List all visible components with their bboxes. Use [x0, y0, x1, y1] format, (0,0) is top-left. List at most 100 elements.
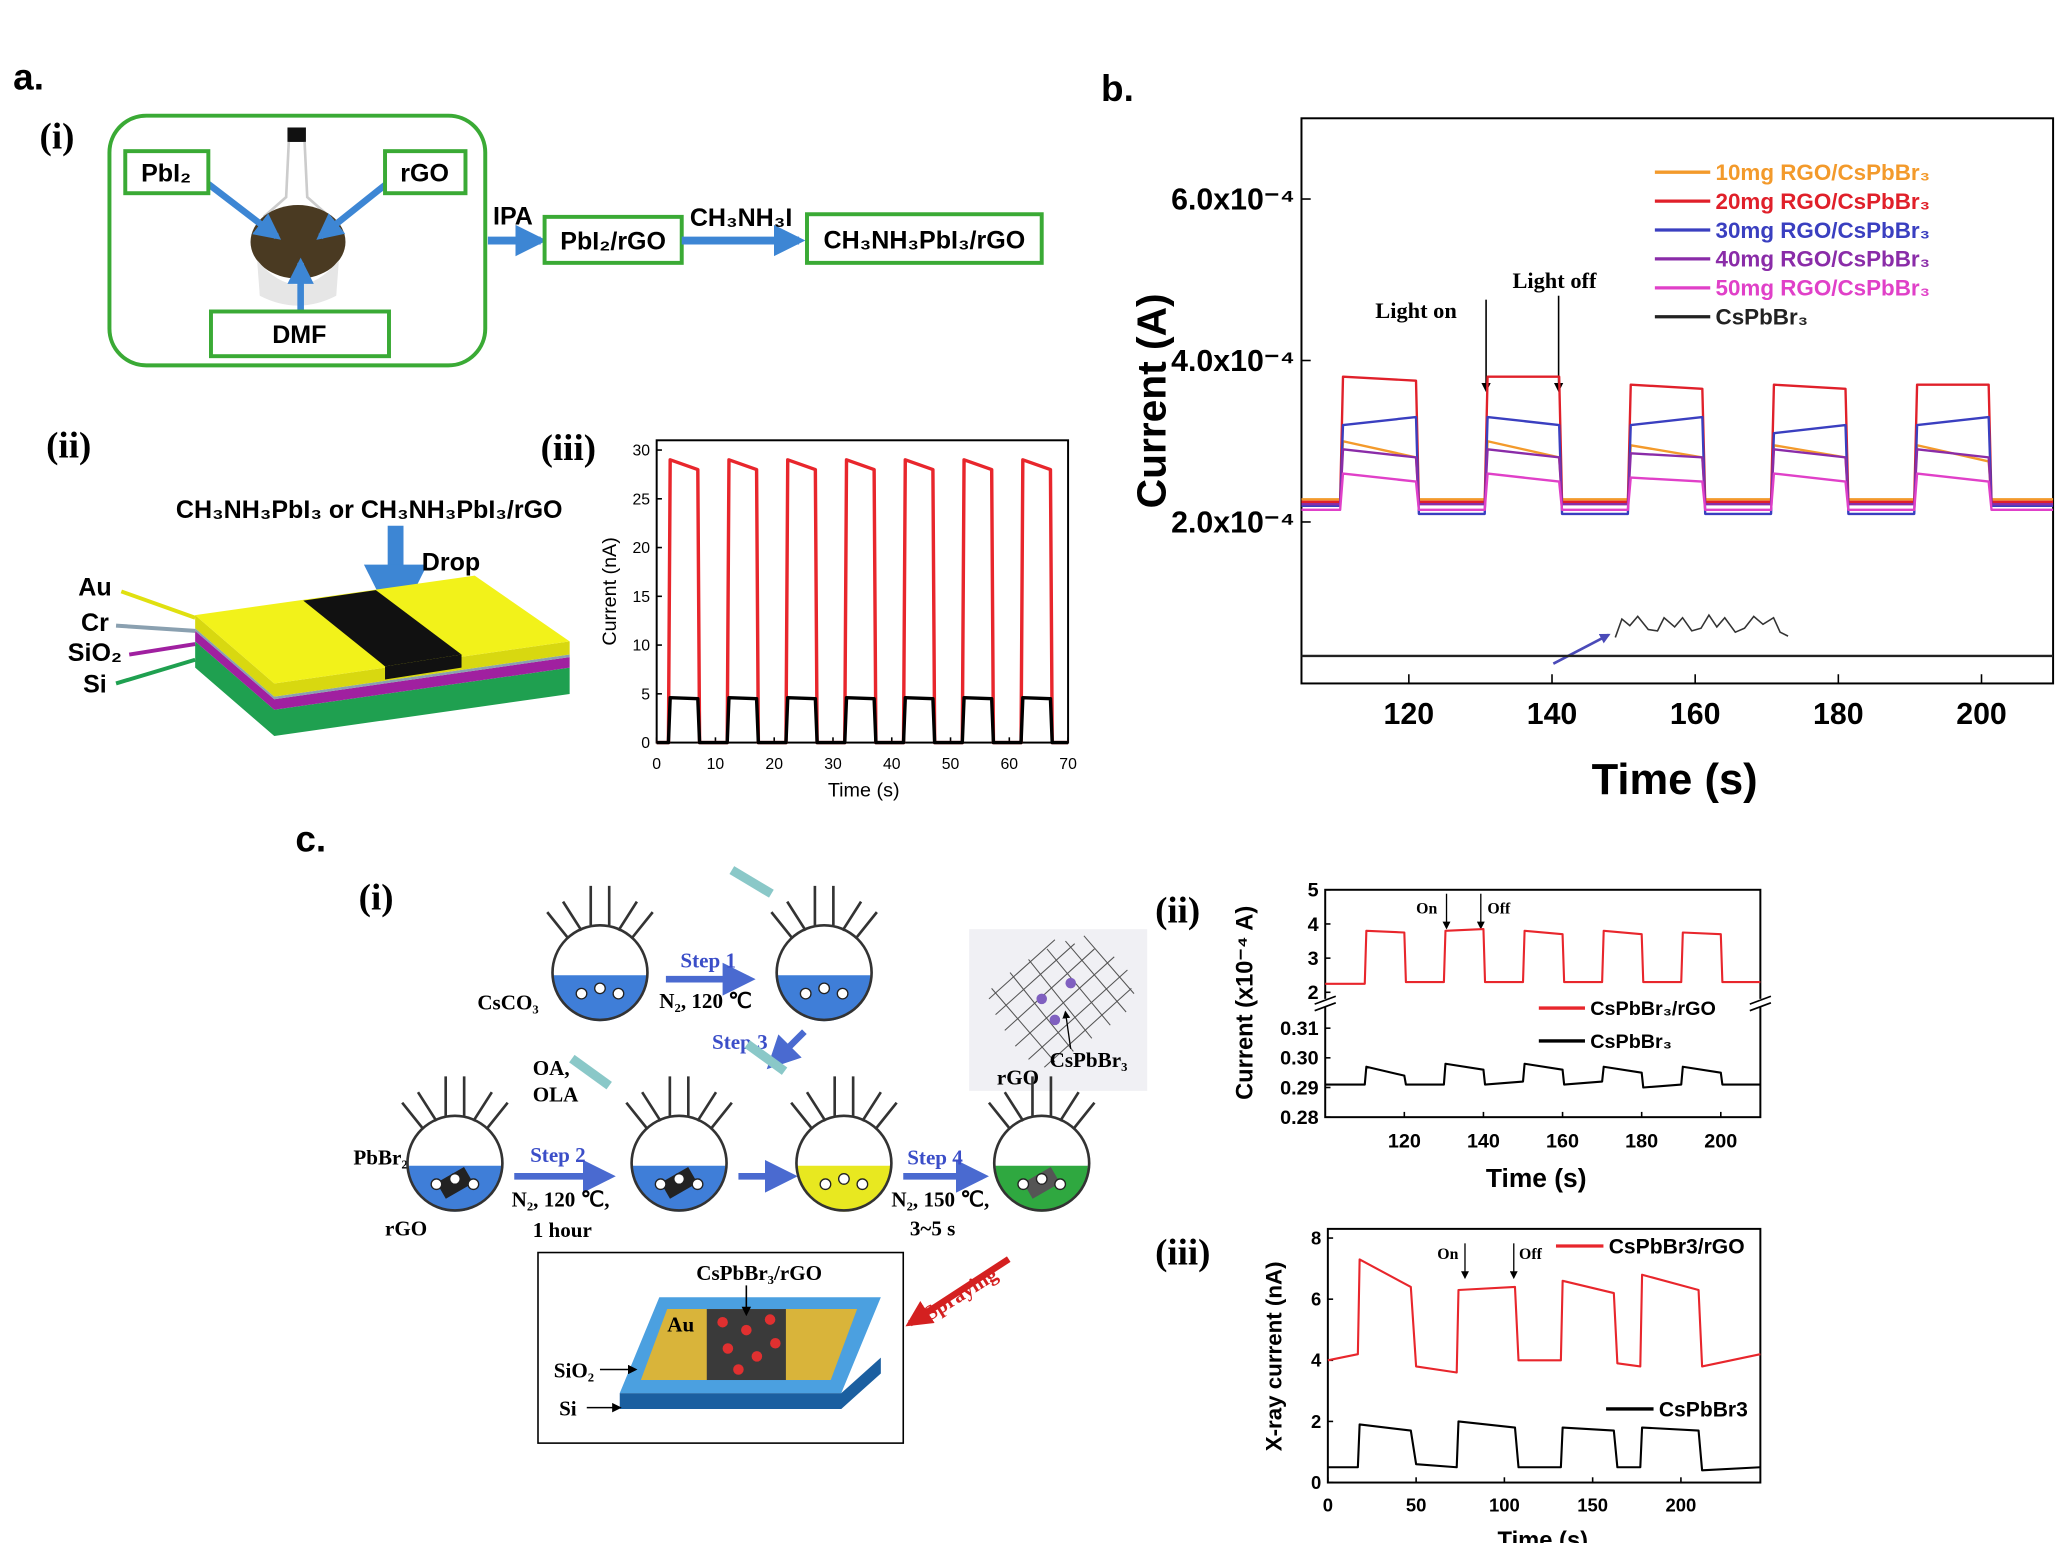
x-tick-label: 180	[1625, 1130, 1658, 1152]
flask-body	[775, 923, 873, 1022]
flask-bead	[836, 987, 849, 1000]
y-tick-label: 2	[1308, 982, 1319, 1004]
y-tick-label: 0.30	[1280, 1048, 1318, 1070]
flask-necks	[546, 885, 654, 940]
device	[195, 575, 570, 737]
layer-label: Si	[83, 671, 107, 699]
layer-label: Au	[78, 573, 111, 601]
flask-bead	[818, 982, 831, 995]
y-tick-label: 4	[1308, 914, 1319, 936]
arrow	[766, 1029, 807, 1070]
flask-bead	[1017, 1178, 1030, 1191]
series-line	[1301, 472, 2054, 512]
legend-label: 40mg RGO/CsPbBr₃	[1716, 247, 1930, 272]
flask-bead	[1035, 1173, 1048, 1185]
series-line	[1325, 928, 1761, 985]
y-tick-label: 0	[641, 735, 650, 752]
pointer	[128, 642, 196, 657]
mesh	[988, 935, 1135, 1068]
annotation: On	[1416, 900, 1437, 917]
caption: Drop	[422, 548, 480, 576]
crystals	[717, 1314, 781, 1375]
flask-liquid	[553, 975, 647, 1022]
flask-bead	[819, 1178, 832, 1191]
sub-label: (ii)	[46, 424, 91, 466]
flask-necks	[790, 1076, 898, 1130]
magnified-trace	[1614, 613, 1789, 638]
y-tick-label: 4	[1311, 1350, 1322, 1371]
panel-label: c.	[295, 819, 326, 860]
box-text: PbI₂	[141, 159, 191, 187]
flask-bead	[467, 1178, 480, 1191]
flask-body	[795, 1114, 893, 1212]
x-tick-label: 160	[1546, 1130, 1579, 1152]
syringe	[729, 866, 774, 898]
label: Au	[667, 1312, 694, 1336]
annotation: Off	[1519, 1246, 1543, 1263]
x-axis-label: Time (s)	[1592, 756, 1758, 804]
syringe	[569, 1054, 612, 1090]
plot-frame	[655, 439, 1070, 744]
x-tick-label: 200	[1666, 1494, 1697, 1515]
series-line	[656, 696, 1069, 745]
crystal	[1036, 993, 1047, 1005]
y-tick-label: 0.28	[1280, 1107, 1318, 1129]
label: CsPbBr₃/rGO	[696, 1261, 822, 1285]
plot-frame	[1326, 1227, 1762, 1484]
annotation: On	[1437, 1246, 1458, 1263]
pointer	[115, 623, 196, 633]
label: N₂, 150 ℃,	[891, 1188, 989, 1212]
box	[209, 309, 391, 359]
series-line	[1301, 440, 2054, 501]
label: OA,	[533, 1056, 570, 1080]
flask-bead	[837, 1173, 850, 1185]
annotation: Off	[1487, 900, 1511, 917]
flask-bead	[799, 987, 812, 1000]
arrow-text: IPA	[493, 203, 533, 231]
sub-label: (i)	[40, 116, 75, 158]
arrow	[1552, 633, 1611, 665]
flask-body	[992, 1114, 1091, 1212]
inset	[969, 929, 1148, 1091]
series-line	[1301, 375, 2054, 503]
y-tick-label: 5	[641, 686, 650, 703]
arrow	[206, 181, 282, 240]
panel-label: a.	[13, 56, 44, 97]
legend-label: CsPbBr₃	[1716, 305, 1808, 330]
plot-frame	[1300, 117, 2055, 685]
y-tick-label: 5	[1308, 880, 1319, 902]
box	[123, 149, 211, 196]
flask-body	[406, 1114, 504, 1212]
y-tick-label: 15	[632, 589, 650, 606]
x-tick-label: 70	[1059, 756, 1077, 773]
y-tick-label: 0.29	[1280, 1077, 1318, 1099]
label: PbBr₂	[353, 1146, 407, 1170]
flask-bead	[575, 987, 588, 1000]
y-tick-label: 0.31	[1280, 1018, 1318, 1040]
flask-bead	[448, 1173, 461, 1185]
legend-label: CsPbBr3/rGO	[1609, 1235, 1745, 1258]
x-tick-label: 40	[883, 756, 901, 773]
y-tick-label: 6	[1311, 1289, 1321, 1310]
layer-label: Cr	[81, 609, 109, 637]
y-tick-label: 20	[632, 540, 650, 557]
series-line	[1325, 1062, 1761, 1089]
series-line	[1327, 1420, 1761, 1472]
flask-body	[630, 1114, 728, 1212]
y-tick-label: 4.0x10⁻⁴	[1171, 345, 1295, 378]
flask-bead	[654, 1178, 667, 1191]
box-text: CH₃NH₃PbI₃/rGO	[824, 226, 1026, 254]
x-tick-label: 10	[707, 756, 725, 773]
y-axis-label: X-ray current (nA)	[1262, 1261, 1287, 1451]
sub-label: (iii)	[1155, 1231, 1210, 1273]
y-tick-label: 3	[1308, 948, 1319, 970]
device	[619, 1297, 881, 1409]
x-axis-label: Time (s)	[828, 779, 900, 801]
legend-label: CsPbBr3	[1659, 1398, 1748, 1421]
flask-body	[551, 923, 649, 1022]
legend-label: 20mg RGO/CsPbBr₃	[1716, 189, 1930, 214]
y-axis-label: Current (nA)	[599, 537, 621, 645]
pointer	[115, 657, 196, 686]
flask-bead	[594, 982, 606, 995]
x-tick-label: 200	[1704, 1130, 1737, 1152]
